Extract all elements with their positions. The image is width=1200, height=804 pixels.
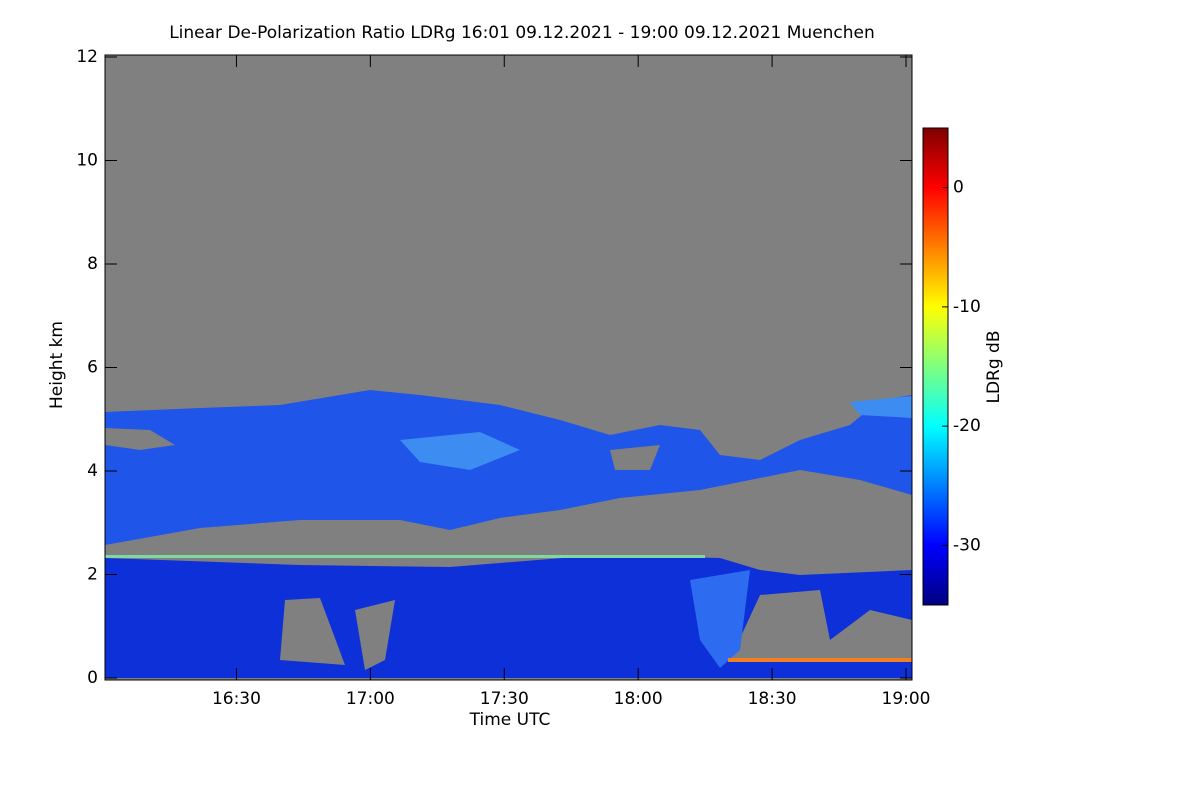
low-gap bbox=[280, 598, 345, 665]
x-tick-label: 17:00 bbox=[346, 689, 395, 709]
x-tick-label: 19:00 bbox=[882, 689, 931, 709]
y-tick-label: 0 bbox=[87, 668, 98, 688]
colorbar-label: LDRg dB bbox=[984, 330, 1004, 403]
y-tick-label: 12 bbox=[76, 47, 98, 67]
colorbar-tick-label: -10 bbox=[953, 297, 981, 317]
surface-band bbox=[728, 658, 912, 662]
colorbar-tick-label: -20 bbox=[953, 416, 981, 436]
x-tick-label: 18:30 bbox=[748, 689, 797, 709]
y-tick-label: 2 bbox=[87, 565, 98, 585]
y-tick-label: 10 bbox=[76, 151, 98, 171]
cloud-gap bbox=[610, 445, 660, 470]
low-gap bbox=[730, 590, 912, 660]
y-tick-label: 8 bbox=[87, 254, 98, 274]
y-axis-label: Height km bbox=[47, 321, 67, 409]
x-tick-label: 17:30 bbox=[480, 689, 529, 709]
upper-cloud bbox=[105, 390, 912, 545]
x-tick-label: 16:30 bbox=[212, 689, 261, 709]
colorbar-tick-label: -30 bbox=[953, 535, 981, 555]
cloud-gap bbox=[105, 428, 175, 450]
x-axis-label: Time UTC bbox=[469, 710, 551, 730]
cloud-patch bbox=[850, 396, 912, 418]
y-tick-label: 4 bbox=[87, 461, 98, 481]
field bbox=[105, 55, 912, 680]
x-tick-label: 18:00 bbox=[614, 689, 663, 709]
chart-title: Linear De-Polarization Ratio LDRg 16:01 … bbox=[169, 23, 875, 43]
low-patch bbox=[690, 570, 750, 668]
colorbar-tick-label: 0 bbox=[953, 178, 964, 198]
low-gap bbox=[355, 600, 395, 670]
colorbar bbox=[922, 127, 949, 606]
cloud-patch bbox=[400, 432, 520, 470]
cloud-base-band bbox=[105, 555, 705, 558]
y-tick-label: 6 bbox=[87, 358, 98, 378]
